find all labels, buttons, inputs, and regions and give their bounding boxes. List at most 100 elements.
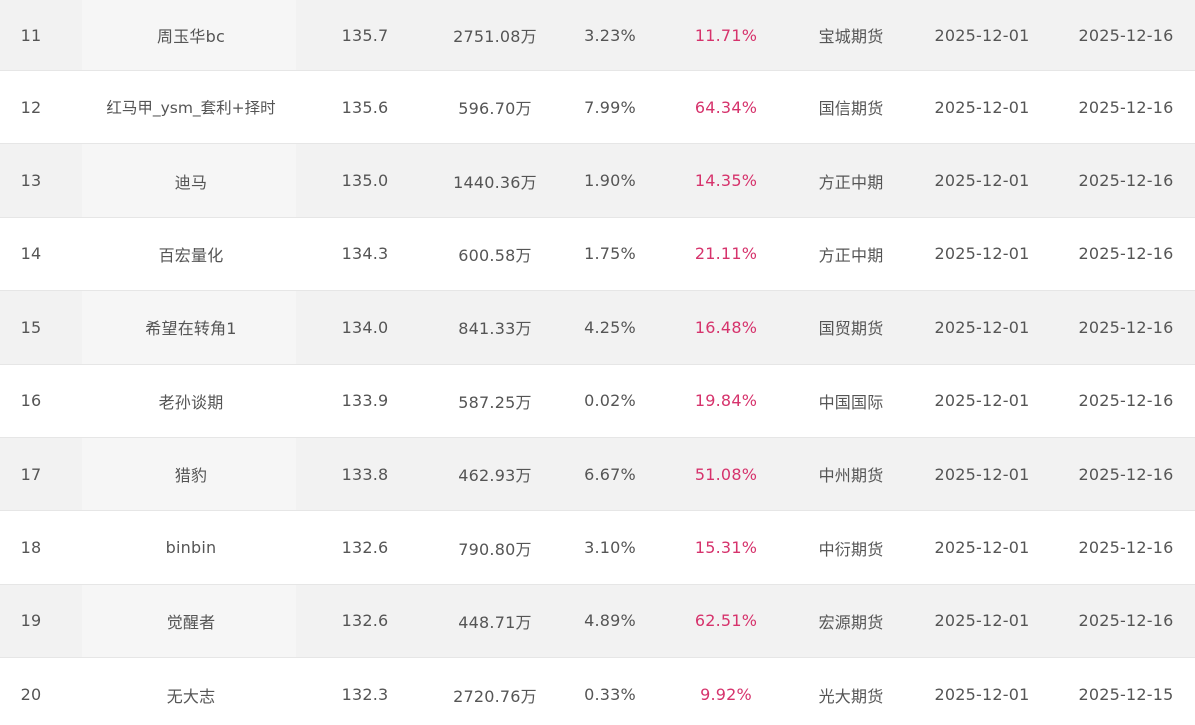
score-cell: 134.3 [341, 244, 389, 264]
rank-cell: 14 [20, 244, 42, 264]
table-row[interactable]: 18 binbin 132.6 790.80万 3.10% 15.31% 中衍期货 2025-… [0, 511, 1195, 585]
equity-cell: 1440.36万 [453, 172, 537, 192]
drawdown-cell: 0.33% [584, 685, 636, 705]
rank-cell: 19 [20, 611, 42, 631]
start-date-cell: 2025-12-01 [934, 391, 1030, 411]
score-cell: 135.0 [341, 171, 389, 191]
equity-cell: 587.25万 [458, 392, 532, 412]
return-cell: 11.71% [694, 25, 758, 45]
rank-cell: 12 [20, 97, 42, 117]
start-date-cell: 2025-12-01 [934, 244, 1030, 264]
broker-cell: 光大期货 [818, 686, 884, 706]
end-date-cell: 2025-12-16 [1078, 538, 1174, 558]
trader-name-cell[interactable]: 觉醒者 [166, 612, 216, 632]
return-cell: 15.31% [694, 538, 758, 558]
return-cell: 19.84% [694, 391, 758, 411]
broker-cell: 国贸期货 [818, 319, 884, 339]
score-cell: 135.7 [341, 25, 389, 45]
table-row[interactable]: 11 周玉华bc 135.7 2751.08万 3.23% 11.71% 宝城期货 2025-… [0, 0, 1195, 71]
equity-cell: 596.70万 [458, 99, 532, 119]
return-cell: 14.35% [694, 171, 758, 191]
equity-cell: 462.93万 [458, 466, 532, 486]
drawdown-cell: 3.10% [584, 538, 636, 558]
drawdown-cell: 1.75% [584, 244, 636, 264]
name-column-band [82, 0, 296, 70]
score-cell: 134.0 [341, 317, 389, 337]
start-date-cell: 2025-12-01 [934, 97, 1030, 117]
start-date-cell: 2025-12-01 [934, 317, 1030, 337]
trader-name-cell[interactable]: 百宏量化 [158, 245, 224, 265]
table-row[interactable]: 17 猎豹 133.8 462.93万 6.67% 51.08% 中州期货 2025-12-0… [0, 437, 1195, 512]
drawdown-cell: 4.89% [584, 611, 636, 631]
start-date-cell: 2025-12-01 [934, 611, 1030, 631]
table-row[interactable]: 12 红马甲_ysm_套利+择时 135.6 596.70万 7.99% 64.34% 国信… [0, 71, 1195, 145]
broker-cell: 方正中期 [818, 172, 884, 192]
return-cell: 62.51% [694, 611, 758, 631]
table-row[interactable]: 20 无大志 132.3 2720.76万 0.33% 9.92% 光大期货 2025-12-… [0, 658, 1195, 725]
table-row[interactable]: 15 希望在转角1 134.0 841.33万 4.25% 16.48% 国贸期货 2025-… [0, 291, 1195, 365]
drawdown-cell: 6.67% [584, 464, 636, 484]
score-cell: 132.6 [341, 611, 389, 631]
broker-cell: 中衍期货 [818, 539, 884, 559]
trader-name-cell[interactable]: 猎豹 [174, 466, 208, 486]
table-row[interactable]: 14 百宏量化 134.3 600.58万 1.75% 21.11% 方正中期 2025-12… [0, 218, 1195, 292]
end-date-cell: 2025-12-16 [1078, 25, 1174, 45]
broker-cell: 国信期货 [818, 99, 884, 119]
rank-cell: 11 [20, 25, 42, 45]
end-date-cell: 2025-12-16 [1078, 611, 1174, 631]
table-row[interactable]: 19 觉醒者 132.6 448.71万 4.89% 62.51% 宏源期货 2025-12-… [0, 584, 1195, 659]
start-date-cell: 2025-12-01 [934, 464, 1030, 484]
score-cell: 133.8 [341, 464, 389, 484]
end-date-cell: 2025-12-16 [1078, 97, 1174, 117]
equity-cell: 2751.08万 [453, 27, 537, 46]
broker-cell: 宏源期货 [818, 612, 884, 632]
start-date-cell: 2025-12-01 [934, 685, 1030, 705]
broker-cell: 中州期货 [818, 466, 884, 486]
drawdown-cell: 7.99% [584, 97, 636, 117]
start-date-cell: 2025-12-01 [934, 171, 1030, 191]
broker-cell: 宝城期货 [818, 27, 884, 46]
trader-name-cell[interactable]: 无大志 [166, 686, 216, 706]
end-date-cell: 2025-12-16 [1078, 317, 1174, 337]
rank-cell: 13 [20, 171, 42, 191]
trader-name-cell[interactable]: binbin [165, 538, 217, 558]
end-date-cell: 2025-12-15 [1078, 685, 1174, 705]
end-date-cell: 2025-12-16 [1078, 464, 1174, 484]
score-cell: 132.6 [341, 538, 389, 558]
rank-cell: 16 [20, 391, 42, 411]
score-cell: 133.9 [341, 391, 389, 411]
name-column-band [82, 584, 296, 658]
end-date-cell: 2025-12-16 [1078, 171, 1174, 191]
drawdown-cell: 3.23% [584, 25, 636, 45]
end-date-cell: 2025-12-16 [1078, 391, 1174, 411]
trader-name-cell[interactable]: 希望在转角1 [145, 319, 237, 339]
score-cell: 132.3 [341, 685, 389, 705]
table-row[interactable]: 13 迪马 135.0 1440.36万 1.90% 14.35% 方正中期 2025-12-… [0, 144, 1195, 218]
return-cell: 51.08% [694, 464, 758, 484]
trader-name-cell[interactable]: 迪马 [174, 172, 208, 192]
table-row[interactable]: 16 老孙谈期 133.9 587.25万 0.02% 19.84% 中国国际 2025-12… [0, 365, 1195, 438]
trader-name-cell[interactable]: 老孙谈期 [158, 392, 224, 412]
rank-cell: 18 [20, 538, 42, 558]
end-date-cell: 2025-12-16 [1078, 244, 1174, 264]
trader-name-cell[interactable]: 红马甲_ysm_套利+择时 [106, 99, 276, 118]
rank-cell: 17 [20, 464, 42, 484]
rank-cell: 20 [20, 685, 42, 705]
start-date-cell: 2025-12-01 [934, 538, 1030, 558]
equity-cell: 841.33万 [458, 319, 532, 339]
equity-cell: 448.71万 [458, 612, 532, 632]
return-cell: 21.11% [694, 244, 758, 264]
equity-cell: 2720.76万 [453, 686, 537, 706]
drawdown-cell: 4.25% [584, 317, 636, 337]
drawdown-cell: 0.02% [584, 391, 636, 411]
return-cell: 64.34% [694, 97, 758, 117]
rank-cell: 15 [20, 317, 42, 337]
broker-cell: 中国国际 [818, 392, 884, 412]
name-column-band [82, 291, 296, 364]
trader-name-cell[interactable]: 周玉华bc [157, 27, 225, 46]
equity-cell: 790.80万 [458, 539, 532, 559]
drawdown-cell: 1.90% [584, 171, 636, 191]
equity-cell: 600.58万 [458, 245, 532, 265]
broker-cell: 方正中期 [818, 245, 884, 265]
